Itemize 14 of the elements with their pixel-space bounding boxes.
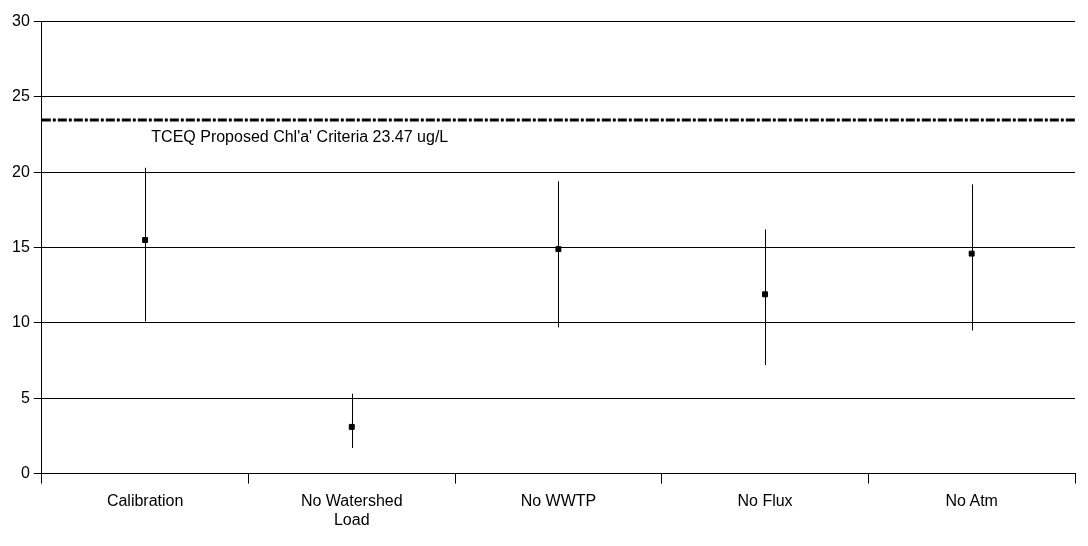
y-tick-label: 15 [12,238,30,256]
y-tick-label: 25 [12,87,30,105]
x-tick-label: No Atm [945,491,998,509]
x-tick-label: Calibration [106,491,184,509]
x-tick-label: No WWTP [520,491,597,509]
ref-line-label: TCEQ Proposed Chl'a' Criteria 23.47 ug/L [151,128,449,146]
x-tick-label: No Watershed Load [300,491,403,528]
y-tick-label: 20 [12,162,30,180]
y-tick-label: 0 [20,464,30,482]
y-tick-label: 10 [12,313,30,331]
x-tick-label: No Flux [737,491,793,509]
y-tick-label: 5 [20,388,30,406]
point [555,246,562,253]
y-tick-label: 30 [12,12,30,30]
